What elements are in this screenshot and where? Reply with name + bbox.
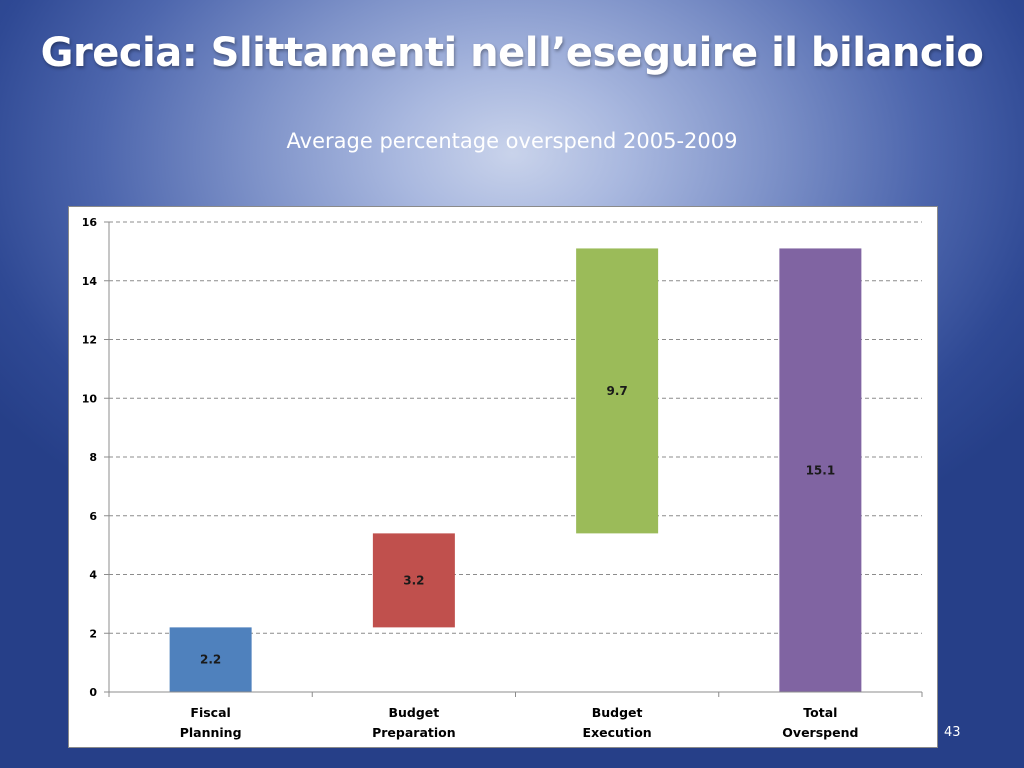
chart-panel: 0 2 4 6 8 10 12 14 16 2.2 3.2 9.7 15.1 Fiscal Planning…	[68, 206, 938, 748]
x-category-label: Budget	[388, 705, 439, 720]
x-category-label: Fiscal	[190, 705, 230, 720]
y-tick-label: 4	[89, 569, 97, 582]
x-category-label: Planning	[180, 725, 242, 740]
y-tick-label: 6	[89, 510, 97, 523]
y-tick-label: 8	[89, 451, 97, 464]
y-tick-label: 14	[82, 275, 98, 288]
bars	[169, 248, 862, 692]
x-category-label: Budget	[592, 705, 643, 720]
bar	[169, 627, 252, 692]
bar	[779, 248, 862, 692]
y-tick-label: 2	[89, 627, 97, 640]
grid-lines	[109, 221, 922, 634]
bar	[372, 533, 455, 628]
labels: 0 2 4 6 8 10 12 14 16 2.2 3.2 9.7 15.1 Fiscal Planning…	[82, 216, 859, 740]
axes	[104, 221, 923, 697]
slide-title: Grecia: Slittamenti nell’eseguire il bil…	[40, 30, 984, 76]
data-label: 3.2	[403, 573, 424, 587]
y-tick-label: 16	[82, 216, 98, 229]
chart-title: Average percentage overspend 2005-2009	[286, 129, 738, 153]
x-category-label: Preparation	[372, 725, 456, 740]
waterfall-chart: 0 2 4 6 8 10 12 14 16 2.2 3.2 9.7 15.1 Fiscal Planning…	[82, 216, 923, 740]
x-category-label: Overspend	[782, 725, 858, 740]
data-label: 9.7	[606, 384, 627, 398]
page-number: 43	[944, 725, 961, 740]
data-label: 2.2	[200, 653, 221, 667]
data-label: 15.1	[806, 464, 836, 478]
y-tick-label: 12	[82, 334, 97, 347]
y-tick-label: 0	[89, 686, 97, 699]
x-category-label: Execution	[583, 725, 652, 740]
y-tick-label: 10	[82, 392, 98, 405]
bar	[576, 248, 659, 534]
x-category-label: Total	[803, 705, 837, 720]
